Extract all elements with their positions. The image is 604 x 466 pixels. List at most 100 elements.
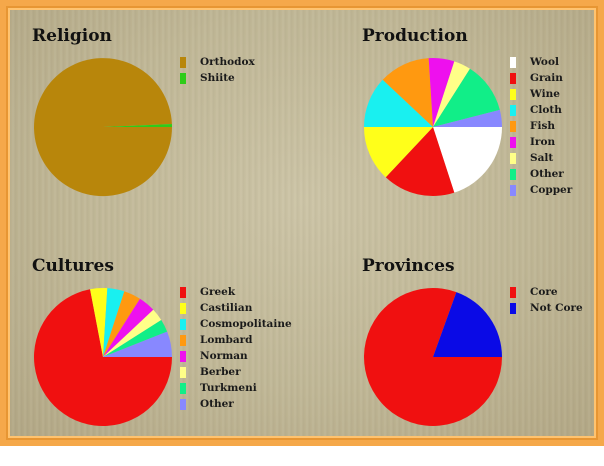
legend-label: Castilian <box>200 302 253 314</box>
religion-legend: Orthodox Shiite <box>180 54 255 86</box>
cultures-legend-item-castilian: Castilian <box>180 300 292 316</box>
cultures-title: Cultures <box>32 256 114 276</box>
legend-swatch <box>180 334 186 346</box>
legend-swatch <box>510 72 516 84</box>
provinces-slice-core <box>364 288 502 427</box>
legend-swatch <box>510 104 516 116</box>
production-slice-iron <box>428 58 455 128</box>
production-title: Production <box>362 26 468 46</box>
production-pie-chart <box>364 58 502 196</box>
provinces-pie-chart <box>364 288 502 427</box>
production-slice-other <box>433 68 500 127</box>
cultures-legend-item-berber: Berber <box>180 364 292 380</box>
cultures-legend-item-lombard: Lombard <box>180 332 292 348</box>
legend-swatch <box>510 56 516 68</box>
production-slice-fish <box>382 58 433 127</box>
production-slice-wine <box>364 127 433 178</box>
production-panel: Production Wool Grain Wine Cloth Fish Iron Sal… <box>362 26 604 236</box>
cultures-slice-castilian <box>90 288 108 357</box>
cultures-slice-cosmopolitaine <box>103 288 125 357</box>
production-legend-item-wine: Wine <box>510 86 572 102</box>
religion-panel: Religion Orthodox Shiite <box>32 26 322 236</box>
production-legend-item-copper: Copper <box>510 182 572 198</box>
religion-title: Religion <box>32 26 112 46</box>
legend-label: Copper <box>530 184 573 196</box>
legend-label: Turkmeni <box>200 382 257 394</box>
cultures-legend-item-turkmeni: Turkmeni <box>180 380 292 396</box>
provinces-legend-item-core: Core <box>510 284 583 300</box>
legend-swatch <box>180 366 186 378</box>
production-slice-copper <box>433 109 502 127</box>
provinces-slice-not-core <box>433 292 502 357</box>
production-legend-item-salt: Salt <box>510 150 572 166</box>
production-slice-cloth <box>364 79 433 127</box>
legend-swatch <box>510 302 516 314</box>
legend-label: Berber <box>200 366 241 378</box>
legend-swatch <box>180 286 186 298</box>
statistics-window: Religion Orthodox Shiite Production Wool G… <box>0 0 604 446</box>
legend-swatch <box>510 152 516 164</box>
legend-label: Not Core <box>530 302 583 314</box>
provinces-title: Provinces <box>362 256 455 276</box>
cultures-legend-item-cosmopolitaine: Cosmopolitaine <box>180 316 292 332</box>
legend-label: Iron <box>530 136 556 148</box>
legend-label: Lombard <box>200 334 253 346</box>
production-legend: Wool Grain Wine Cloth Fish Iron Salt Other Coppe… <box>510 54 572 198</box>
religion-legend-item-shiite: Shiite <box>180 70 255 86</box>
legend-swatch <box>180 302 186 314</box>
legend-swatch <box>180 318 186 330</box>
production-legend-item-grain: Grain <box>510 70 572 86</box>
legend-swatch <box>510 286 516 298</box>
legend-label: Other <box>200 398 234 410</box>
legend-label: Wool <box>530 56 559 68</box>
production-slice-wool <box>433 127 502 193</box>
production-legend-item-fish: Fish <box>510 118 572 134</box>
legend-label: Salt <box>530 152 554 164</box>
production-legend-item-cloth: Cloth <box>510 102 572 118</box>
legend-label: Cloth <box>530 104 562 116</box>
legend-swatch <box>180 72 186 84</box>
cultures-legend-item-other: Other <box>180 396 292 412</box>
legend-label: Norman <box>200 350 248 362</box>
religion-pie-chart <box>34 58 173 197</box>
production-slice-salt <box>433 61 470 127</box>
legend-label: Fish <box>530 120 555 132</box>
legend-label: Orthodox <box>200 56 255 68</box>
cultures-slice-lombard <box>103 291 140 357</box>
religion-slice-shiite <box>103 123 172 127</box>
legend-swatch <box>510 184 516 196</box>
legend-swatch <box>510 136 516 148</box>
legend-swatch <box>180 398 186 410</box>
legend-label: Shiite <box>200 72 235 84</box>
provinces-legend-item-not-core: Not Core <box>510 300 583 316</box>
religion-slice-orthodox <box>34 58 173 197</box>
provinces-panel: Provinces Core Not Core <box>362 256 604 466</box>
legend-swatch <box>180 56 186 68</box>
cultures-slice-other <box>103 331 172 357</box>
legend-swatch <box>180 350 186 362</box>
production-legend-item-other: Other <box>510 166 572 182</box>
legend-label: Other <box>530 168 564 180</box>
cultures-slice-greek <box>34 289 172 426</box>
production-legend-item-iron: Iron <box>510 134 572 150</box>
legend-label: Cosmopolitaine <box>200 318 292 330</box>
legend-label: Wine <box>530 88 560 100</box>
cultures-panel: Cultures Greek Castilian Cosmopolitaine Lom… <box>32 256 322 466</box>
cultures-slice-berber <box>103 309 162 357</box>
legend-swatch <box>180 382 186 394</box>
cultures-slice-norman <box>103 298 154 357</box>
legend-label: Core <box>530 286 558 298</box>
production-legend-item-wool: Wool <box>510 54 572 70</box>
legend-label: Grain <box>530 72 563 84</box>
cultures-legend: Greek Castilian Cosmopolitaine Lombard Norma… <box>180 284 292 412</box>
cultures-legend-item-norman: Norman <box>180 348 292 364</box>
legend-label: Greek <box>200 286 236 298</box>
cultures-pie-chart <box>34 288 172 426</box>
religion-legend-item-orthodox: Orthodox <box>180 54 255 70</box>
legend-swatch <box>510 168 516 180</box>
cultures-legend-item-greek: Greek <box>180 284 292 300</box>
provinces-legend: Core Not Core <box>510 284 583 316</box>
legend-swatch <box>510 88 516 100</box>
cultures-slice-turkmeni <box>103 320 168 357</box>
legend-swatch <box>510 120 516 132</box>
